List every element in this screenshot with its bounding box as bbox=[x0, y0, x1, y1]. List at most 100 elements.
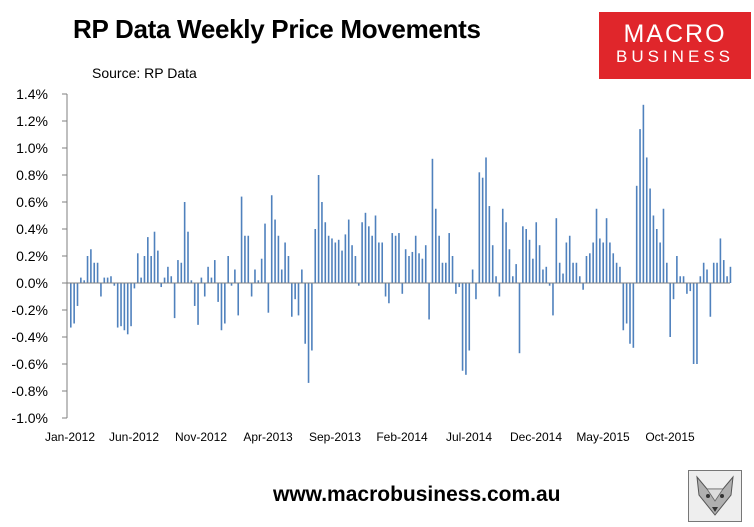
bar bbox=[344, 234, 347, 283]
bar bbox=[364, 212, 367, 283]
bar bbox=[706, 269, 708, 283]
bar bbox=[522, 226, 524, 283]
bar bbox=[558, 262, 561, 283]
bar bbox=[220, 283, 223, 331]
bar bbox=[160, 283, 163, 288]
bar bbox=[645, 157, 648, 283]
bar bbox=[445, 262, 447, 283]
bar bbox=[213, 260, 216, 283]
bar bbox=[411, 251, 414, 283]
x-tick-label: Apr-2013 bbox=[243, 430, 293, 444]
bar bbox=[401, 283, 404, 294]
bar bbox=[535, 222, 538, 283]
y-tick-label: 1.0% bbox=[16, 140, 48, 156]
bar bbox=[441, 262, 444, 283]
bar bbox=[190, 280, 193, 283]
bar bbox=[501, 208, 504, 283]
bar bbox=[639, 129, 641, 283]
bar bbox=[726, 276, 728, 283]
y-tick-label: -1.0% bbox=[11, 410, 48, 426]
y-tick-label: -0.8% bbox=[11, 383, 48, 399]
bar bbox=[147, 237, 149, 283]
bar bbox=[83, 280, 85, 283]
bar bbox=[304, 283, 306, 344]
bar bbox=[384, 283, 387, 297]
macrobusiness-logo: MACRO BUSINESS bbox=[599, 12, 751, 79]
bar bbox=[183, 202, 186, 283]
bar bbox=[692, 283, 695, 364]
bar bbox=[682, 276, 685, 283]
bar bbox=[485, 157, 487, 283]
bar bbox=[414, 235, 417, 283]
bar bbox=[106, 277, 109, 283]
bar bbox=[562, 273, 564, 283]
bar bbox=[689, 283, 692, 292]
bar bbox=[555, 218, 558, 283]
bar bbox=[428, 283, 430, 320]
x-tick-label: Jan-2012 bbox=[45, 430, 95, 444]
bar bbox=[475, 283, 477, 300]
bar bbox=[699, 276, 702, 283]
bar bbox=[512, 276, 514, 283]
bar bbox=[548, 283, 551, 286]
bar bbox=[458, 283, 461, 288]
bar bbox=[351, 245, 353, 283]
bar bbox=[153, 231, 156, 283]
bar bbox=[676, 256, 678, 283]
bar bbox=[398, 233, 400, 283]
chart-title: RP Data Weekly Price Movements bbox=[73, 14, 481, 44]
bar bbox=[237, 283, 240, 316]
x-tick-label: Nov-2012 bbox=[175, 430, 227, 444]
bar bbox=[203, 283, 206, 297]
bar bbox=[582, 283, 584, 290]
bar bbox=[321, 202, 323, 283]
bar bbox=[635, 185, 638, 283]
logo-line-1: MACRO bbox=[623, 20, 727, 48]
bar bbox=[585, 256, 588, 283]
bar bbox=[86, 256, 89, 283]
bar bbox=[254, 269, 256, 283]
bar bbox=[532, 258, 534, 283]
bar bbox=[354, 256, 357, 283]
bar bbox=[722, 260, 725, 283]
bar bbox=[629, 283, 631, 344]
bar bbox=[716, 262, 718, 283]
bar bbox=[177, 260, 179, 283]
bar bbox=[461, 283, 464, 371]
bar bbox=[287, 256, 290, 283]
bar bbox=[672, 283, 675, 300]
bar bbox=[525, 229, 527, 283]
bar bbox=[294, 283, 296, 300]
bar bbox=[76, 283, 79, 306]
bar bbox=[448, 233, 450, 283]
price-movement-chart: 1.4% 1.2% 1.0% 0.8% 0.6% 0.4% 0.2% 0.0% -0.2% -0.… bbox=[11, 86, 732, 444]
bar bbox=[495, 276, 497, 283]
bar bbox=[702, 262, 705, 283]
bar bbox=[578, 276, 581, 283]
bar bbox=[230, 283, 233, 286]
bar bbox=[599, 238, 601, 283]
bar bbox=[217, 283, 219, 302]
y-tick-label: 0.4% bbox=[16, 221, 48, 237]
bar bbox=[659, 242, 661, 283]
bar bbox=[143, 256, 146, 283]
bar bbox=[632, 283, 635, 348]
bar bbox=[468, 283, 471, 351]
bar bbox=[679, 276, 682, 283]
bar bbox=[404, 249, 407, 283]
bar bbox=[80, 277, 82, 283]
bar bbox=[280, 269, 283, 283]
bar bbox=[612, 253, 615, 283]
bar bbox=[552, 283, 554, 316]
bar bbox=[729, 266, 732, 283]
bar bbox=[491, 245, 494, 283]
bar bbox=[568, 235, 571, 283]
bar bbox=[264, 223, 266, 283]
bar bbox=[505, 222, 507, 283]
bar bbox=[368, 226, 370, 283]
bar bbox=[498, 283, 501, 297]
bar bbox=[542, 269, 544, 283]
bar bbox=[615, 262, 618, 283]
x-tick-label: Dec-2014 bbox=[510, 430, 562, 444]
bar bbox=[478, 172, 481, 283]
